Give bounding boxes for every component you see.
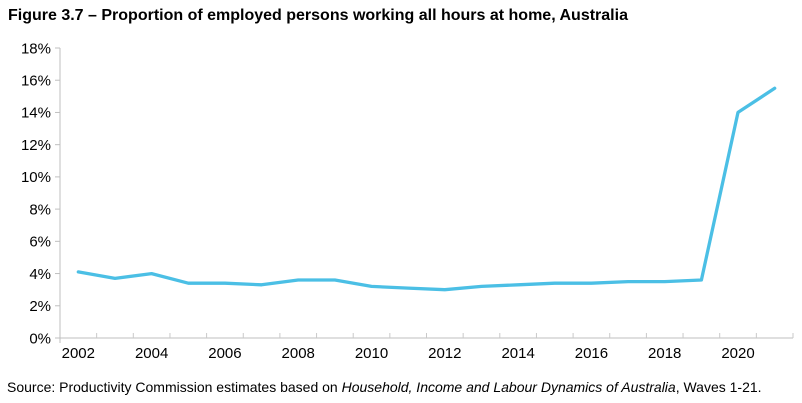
data-line (76, 86, 777, 292)
y-tick-label: 10% (21, 169, 51, 186)
source-text-prefix: Source: Productivity Commission estimate… (7, 379, 342, 395)
source-text-survey-name: Household, Income and Labour Dynamics of… (341, 379, 676, 395)
y-tick-label: 12% (21, 137, 51, 154)
y-tick-label: 4% (29, 266, 51, 283)
x-axis-labels: 2002 2004 2006 2008 2010 2012 2014 2016 2018 2020 (62, 345, 755, 362)
source-note: Source: Productivity Commission estimate… (7, 379, 797, 397)
y-tick-label: 0% (29, 330, 51, 347)
x-tick-label: 2010 (355, 345, 388, 362)
line-chart-container: 0% 2% 4% 6% 8% 10% 12% 14% 16% 18% 2002 2004 2006 200… (0, 34, 802, 374)
x-tick-label: 2016 (575, 345, 608, 362)
x-axis-minor-ticks (96, 333, 794, 338)
y-tick-label: 18% (21, 40, 51, 57)
x-tick-label: 2008 (282, 345, 315, 362)
y-tick-label: 8% (29, 201, 51, 218)
line-chart: 0%2%4%6%8%10%12%14%16%18%2002 2004 2006 200… (21, 40, 794, 362)
y-tick-label: 16% (21, 72, 51, 89)
y-tick-label: 2% (29, 298, 51, 315)
y-tick-label: 6% (29, 234, 51, 251)
x-tick-label: 2004 (135, 345, 168, 362)
x-tick-label: 2018 (648, 345, 681, 362)
x-tick-label: 2012 (428, 345, 461, 362)
x-tick-label: 2002 (62, 345, 95, 362)
source-text-suffix: , Waves 1-21. (675, 379, 762, 395)
x-tick-label: 2020 (721, 345, 754, 362)
figure-title: Figure 3.7 – Proportion of employed pers… (8, 7, 628, 24)
y-axis-ticks: 0% 2% 4% 6% 8% 10% 12% 14% 16% 18% (21, 40, 60, 347)
y-tick-label: 14% (21, 105, 51, 122)
x-tick-label: 2006 (208, 345, 241, 362)
x-tick-label: 2014 (501, 345, 534, 362)
